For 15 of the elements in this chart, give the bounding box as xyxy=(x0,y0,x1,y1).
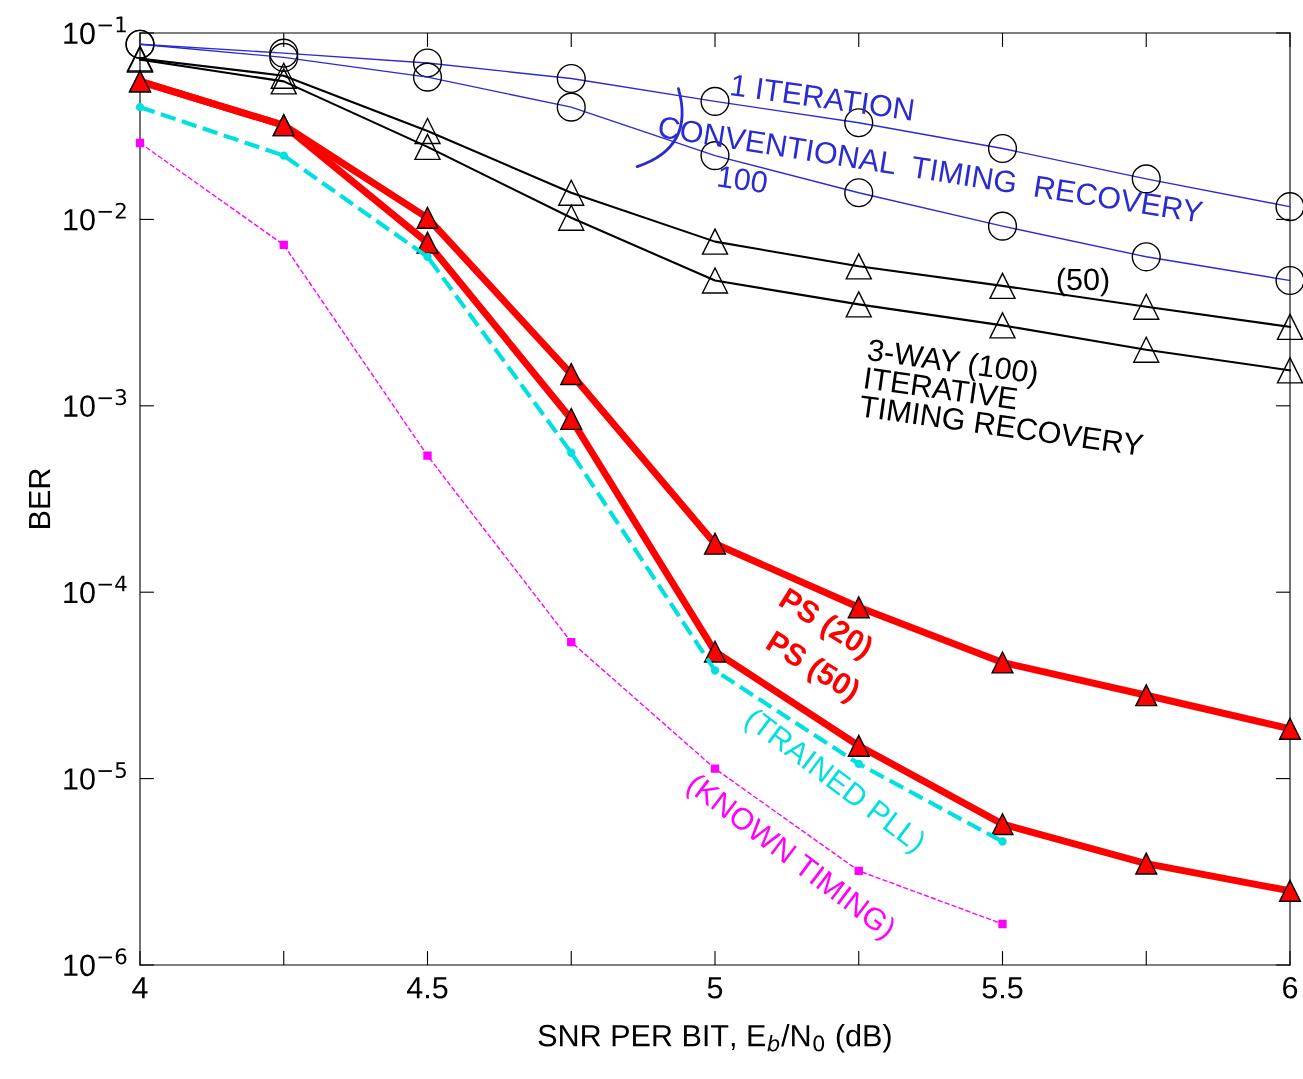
y-tick-label: 10$^{−4}$ xyxy=(64,575,127,604)
x-tick-label: 5.5 xyxy=(982,977,1023,999)
annotation: (50) xyxy=(1057,267,1109,297)
annotation: 3-WAY (100) ITERATIVE TIMING RECOVERY xyxy=(858,337,1145,457)
y-tick-label: 10$^{−6}$ xyxy=(64,948,127,977)
x-tick-label: 5 xyxy=(707,977,723,999)
x-axis-title: SNR PER BIT, E$_{b}$/N$_{0}$ (dB) xyxy=(538,1024,891,1053)
x-tick-label: 4 xyxy=(132,977,148,999)
x-tick-label: 4.5 xyxy=(406,977,448,999)
y-tick-label: 10$^{−2}$ xyxy=(64,202,126,231)
y-tick-label: 10$^{−1}$ xyxy=(64,16,126,45)
x-tick-label: 6 xyxy=(1283,976,1298,999)
y-axis-title: BER xyxy=(29,469,51,528)
y-tick-label: 10$^{−3}$ xyxy=(64,389,127,417)
y-tick-label: 10$^{−5}$ xyxy=(64,762,126,790)
